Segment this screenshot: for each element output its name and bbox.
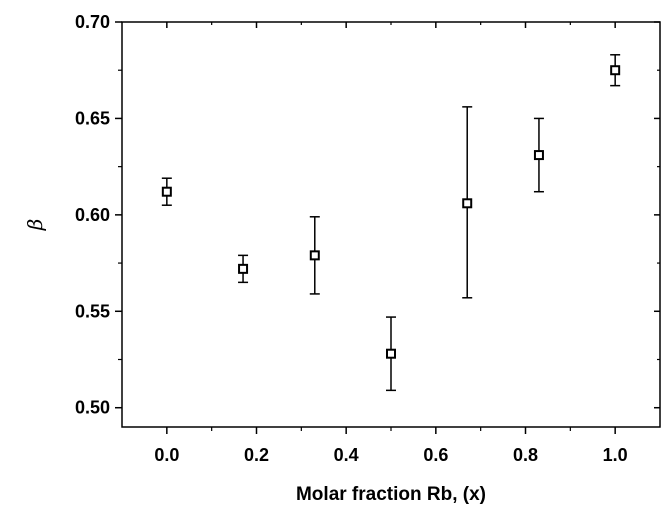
x-tick-label: 1.0 [603,445,628,465]
y-tick-label: 0.55 [75,301,110,321]
point-marker [610,65,621,76]
x-tick-label: 0.8 [513,445,538,465]
ticks-layer: 0.0 0.2 0.4 0.6 0.8 1.0 0.50 0.55 0.60 0.65 0.70 [75,12,660,465]
x-tick-label: 0.6 [423,445,448,465]
data-point [238,254,249,284]
point-marker [533,150,544,161]
y-axis-label: β [23,219,47,232]
data-point [610,54,621,87]
data-point [462,106,473,299]
point-marker [161,186,172,197]
point-marker [462,198,473,209]
point-marker [309,250,320,261]
data-point [386,316,396,392]
x-tick-label: 0.0 [154,445,179,465]
x-axis-label: Molar fraction Rb, (x) [296,484,486,505]
data-point [533,117,544,193]
y-tick-label: 0.65 [75,108,110,128]
x-tick-label: 0.2 [244,445,269,465]
plot-frame [121,21,661,428]
point-marker [238,263,249,274]
points-layer [161,54,621,392]
point-marker [386,348,396,359]
y-tick-label: 0.50 [75,398,110,418]
y-tick-label: 0.60 [75,205,110,225]
y-tick-label: 0.70 [75,12,110,32]
x-tick-label: 0.4 [334,445,359,465]
data-point [161,177,172,206]
data-point [309,216,320,295]
